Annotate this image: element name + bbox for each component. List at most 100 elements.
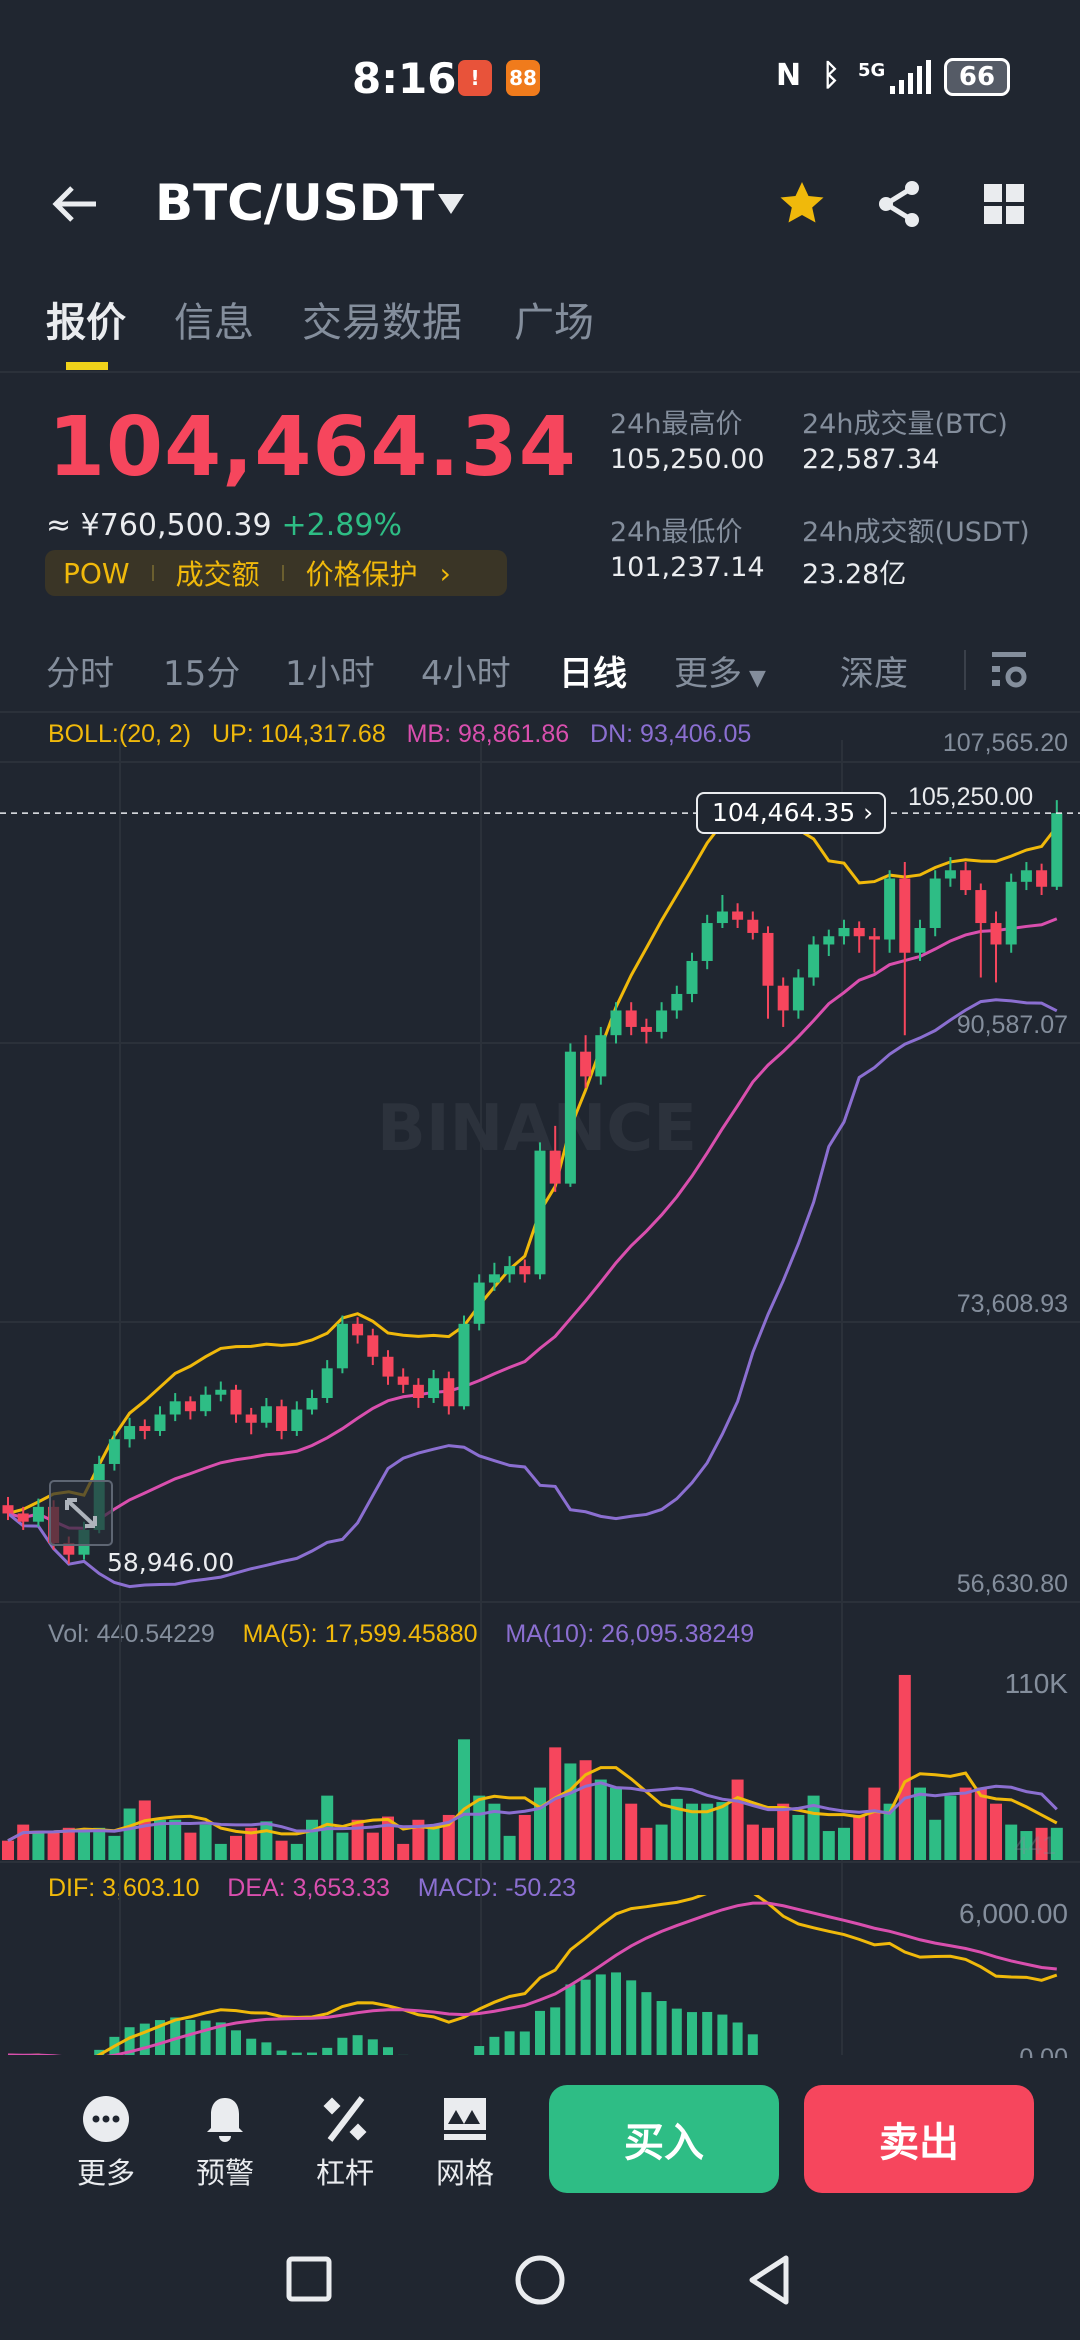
tag-price-protection[interactable]: 价格保护 [305, 558, 418, 591]
candle-body [321, 1368, 333, 1399]
candle-body [260, 1406, 272, 1423]
candle-body [200, 1394, 212, 1412]
macd-histogram-bar [474, 2046, 485, 2055]
volume-bar [883, 1803, 896, 1860]
macd-histogram-bar [215, 2022, 226, 2055]
candle-body [139, 1426, 151, 1431]
candle-body [884, 878, 896, 940]
action-grid-label[interactable]: 网格 [435, 2156, 494, 2190]
stat-value-volume-btc: 22,587.34 [802, 444, 940, 475]
volume-bar [397, 1843, 410, 1860]
interval-1d[interactable]: 日线 [559, 654, 627, 694]
tag-bar[interactable]: POW 成交额 价格保护 › [45, 550, 507, 596]
macd-legend: DIF: 3,603.10 DEA: 3,653.33 MACD: -50.23 [48, 1874, 576, 1903]
candle-body [504, 1266, 516, 1275]
volume-bar [245, 1827, 258, 1860]
candle-body [1020, 870, 1032, 882]
high-price-marker: 105,250.00 [908, 783, 1034, 811]
tag-volume[interactable]: 成交额 [175, 558, 260, 591]
candle-body [823, 936, 835, 945]
volume-bar [47, 1831, 60, 1860]
network-type: 5G [858, 60, 886, 81]
tag-pow[interactable]: POW [63, 556, 130, 590]
candle-body [549, 1150, 561, 1184]
back-arrow-icon[interactable] [50, 182, 100, 226]
more-icon[interactable] [81, 2094, 131, 2144]
macd-histogram-bar [519, 2031, 530, 2055]
nfc-icon: N [776, 58, 802, 93]
macd-axis-label: 0.00 [1019, 2044, 1068, 2058]
home-icon[interactable] [514, 2254, 566, 2306]
macd-value: MACD: -50.23 [417, 1874, 577, 1902]
volume-bar [655, 1824, 668, 1860]
macd-histogram-bar [565, 1984, 576, 2055]
tag-separator [281, 565, 284, 581]
stat-value-turnover: 23.28亿 [802, 559, 907, 590]
macd-histogram-bar [793, 2055, 803, 2058]
pair-dropdown-icon[interactable] [436, 192, 466, 216]
candle-body [534, 1150, 546, 1275]
buy-button[interactable]: 买入 [549, 2085, 779, 2193]
candle-body [580, 1051, 592, 1077]
volume-bar [534, 1787, 546, 1860]
macd-dea-line [8, 1901, 1057, 2055]
macd-histogram-bar [550, 2007, 561, 2055]
action-alert-label[interactable]: 预警 [195, 2156, 254, 2190]
macd-histogram-bar [535, 2010, 545, 2055]
chart-settings-icon[interactable] [990, 650, 1028, 690]
kline-chart[interactable]: BINANCE [0, 740, 1080, 2058]
action-leverage-label[interactable]: 杠杆 [315, 2156, 374, 2190]
candle-body [1036, 870, 1048, 887]
tab-info[interactable]: 信息 [174, 300, 254, 346]
volume-bar [990, 1803, 1002, 1860]
boll-lower-line [7, 998, 1058, 1589]
candle-body [63, 1543, 75, 1555]
tab-quote[interactable]: 报价 [46, 300, 126, 346]
share-icon[interactable] [876, 180, 922, 228]
candle-body [108, 1439, 120, 1464]
expand-chart-icon[interactable] [49, 1480, 113, 1546]
candle-body [747, 919, 759, 933]
tab-trading-data[interactable]: 交易数据 [302, 300, 462, 346]
volume-bar [154, 1819, 166, 1860]
macd-histogram-bar [79, 2055, 89, 2058]
favorite-star-icon[interactable] [778, 180, 826, 228]
volume-bar [503, 1835, 516, 1860]
macd-histogram-bar [64, 2055, 74, 2058]
interval-more[interactable]: 更多 ▼ [674, 646, 766, 695]
grid-trading-icon[interactable] [440, 2094, 490, 2144]
macd-histogram-bar [170, 2017, 181, 2055]
candle-body [17, 1513, 29, 1522]
current-price-tag[interactable]: 104,464.35 › [696, 792, 886, 834]
volume-bar [336, 1832, 349, 1860]
interval-4h[interactable]: 4小时 [421, 654, 511, 694]
macd-histogram-bar [915, 2055, 925, 2058]
volume-bar [32, 1831, 45, 1860]
macd-histogram-bar [885, 2055, 895, 2058]
interval-depth[interactable]: 深度 [840, 654, 908, 694]
current-price-tag-value: 104,464.35 [712, 798, 856, 827]
volume-bar [564, 1763, 577, 1860]
volume-bar [1005, 1824, 1018, 1860]
candle-body [671, 993, 683, 1011]
volume-bar [625, 1803, 638, 1860]
candle-body [1051, 813, 1063, 887]
back-nav-icon[interactable] [746, 2254, 792, 2306]
interval-time[interactable]: 分时 [46, 654, 114, 694]
macd-histogram-bar [231, 2030, 241, 2055]
candle-body [929, 878, 941, 928]
tab-square[interactable]: 广场 [514, 300, 594, 346]
interval-1h[interactable]: 1小时 [285, 654, 375, 694]
sell-button[interactable]: 卖出 [804, 2085, 1034, 2193]
volume-bar [488, 1803, 501, 1860]
pair-title[interactable]: BTC/USDT [155, 174, 435, 232]
price-axis-label: 90,587.07 [956, 1011, 1068, 1039]
macd-axis-label: 6,000.00 [959, 1898, 1068, 1929]
bell-icon[interactable] [200, 2094, 250, 2144]
recent-apps-icon[interactable] [286, 2256, 332, 2302]
interval-15m[interactable]: 15分 [163, 654, 241, 694]
layout-grid-icon[interactable] [984, 184, 1026, 226]
macd-histogram-bar [930, 2055, 940, 2058]
action-more-label[interactable]: 更多 [76, 2156, 135, 2190]
leverage-icon[interactable] [320, 2094, 370, 2144]
